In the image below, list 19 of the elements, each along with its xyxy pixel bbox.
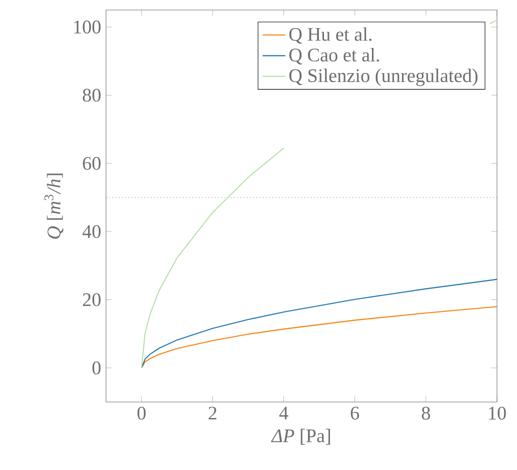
x-tick-label: 0 (137, 406, 146, 420)
x-tick-label: 4 (279, 406, 288, 420)
line-series (141, 278, 497, 368)
x-tick-label: 10 (489, 406, 506, 420)
x-tick-label: 2 (208, 406, 216, 420)
line-series (141, 306, 497, 368)
y-tick-label: 20 (82, 293, 101, 306)
x-tick-label: 6 (350, 406, 360, 420)
y-tick-label: 40 (82, 225, 101, 238)
legend-label: Q Hu et al. (289, 27, 372, 44)
x-tick-label: 8 (422, 406, 430, 420)
y-axis-title: Q [m$^{3}$/h] (44, 174, 64, 239)
x-axis-title: ΔP [Pa] (270, 428, 330, 445)
legend-label: Q Silenzio (unregulated) (289, 68, 478, 86)
y-tick-label: 0 (92, 361, 101, 374)
legend-label: Q Cao et al. (289, 48, 379, 64)
y-tick-label: 100 (74, 20, 101, 34)
y-tick-label: 60 (82, 156, 101, 170)
y-tick-label: 80 (82, 88, 101, 102)
